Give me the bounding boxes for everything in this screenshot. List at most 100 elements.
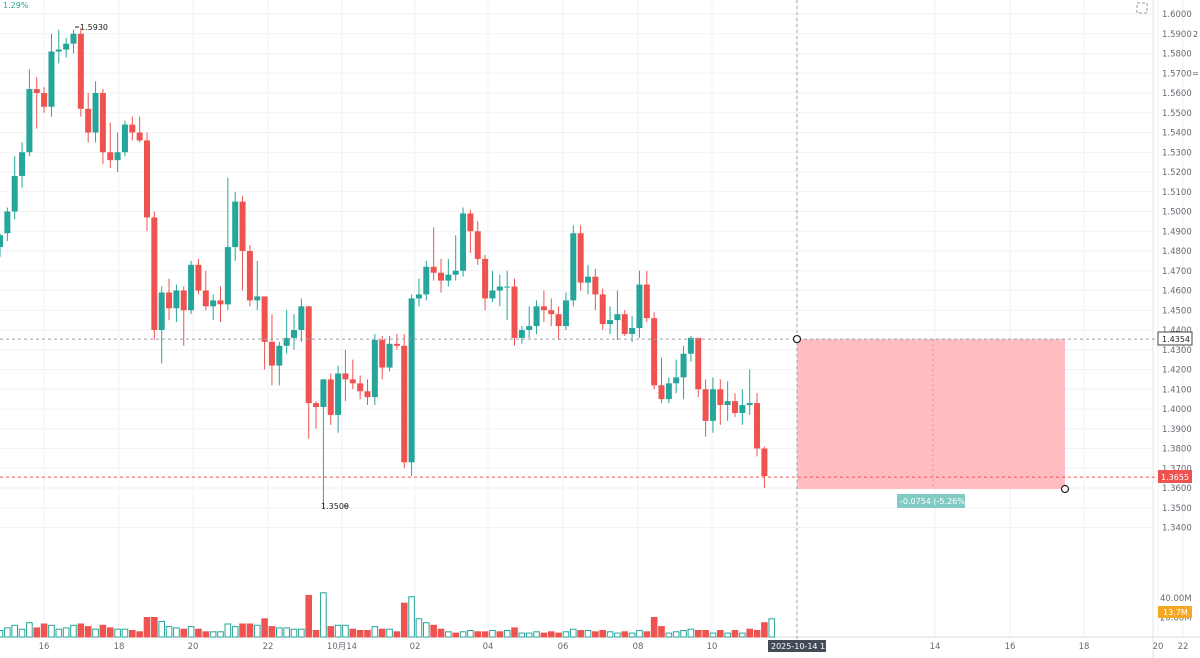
candles xyxy=(0,27,768,508)
candle-body xyxy=(85,108,92,133)
fullscreen-icon[interactable] xyxy=(1136,2,1148,14)
volume-bar xyxy=(672,631,680,638)
volume-bar xyxy=(121,628,129,638)
price-tick-label: 1.4600 xyxy=(1162,287,1192,297)
volume-bar xyxy=(342,624,349,638)
volume-bar xyxy=(643,631,651,638)
measure-result-label: -0.0754 (-5.26%) xyxy=(900,497,968,506)
price-tick-label: 1.4800 xyxy=(1162,247,1192,257)
price-tick-label: 1.4400 xyxy=(1162,326,1192,336)
candle-body xyxy=(482,258,489,299)
volume-bar xyxy=(555,632,562,638)
price-tick-label: 1.5000 xyxy=(1162,208,1192,218)
candle-body xyxy=(467,213,474,232)
volume-bar xyxy=(92,628,99,638)
candle-body xyxy=(246,251,253,301)
candle-body xyxy=(173,290,180,309)
volume-bar xyxy=(739,632,746,638)
volume-bar xyxy=(268,626,276,638)
volume-bar xyxy=(400,602,408,638)
candle-body xyxy=(658,385,665,400)
volume-bar xyxy=(320,592,327,638)
volume-bar xyxy=(731,630,739,638)
volume-bar xyxy=(408,596,415,638)
time-axis[interactable]: 16 18 20 22 10月14 02 04 06 08 10 14 16 18 20 22 xyxy=(39,642,1189,652)
candle-body xyxy=(151,217,158,330)
candle-body xyxy=(401,345,408,463)
candle-body xyxy=(607,320,614,325)
candle-body xyxy=(99,93,106,153)
tool-glyph-1[interactable]: 2 xyxy=(1193,30,1198,39)
candle-body xyxy=(438,272,444,281)
volume-bar xyxy=(393,631,401,638)
measure-end-handle[interactable] xyxy=(1060,484,1070,494)
time-tick-label: 20 xyxy=(188,642,199,652)
volume-bar xyxy=(724,632,731,638)
time-tick-label: 10月14 xyxy=(327,642,357,652)
candle-body xyxy=(19,152,26,176)
volume-bar xyxy=(761,622,768,638)
volume-bar xyxy=(246,623,254,638)
candle-body xyxy=(629,328,636,334)
volume-bar xyxy=(717,630,724,638)
volume-bar xyxy=(445,631,452,638)
candle-body xyxy=(70,33,77,44)
top-left-change: 1.29% xyxy=(3,1,29,10)
volume-bar xyxy=(621,631,629,638)
price-tick-label: 1.3900 xyxy=(1162,425,1192,435)
candle-body xyxy=(680,353,687,378)
candle-body xyxy=(562,300,569,327)
volume-bar xyxy=(481,631,489,638)
price-axis[interactable]: 1.6000 1.5900 1.5800 1.5700 1.5600 1.5500 1.54… xyxy=(1160,10,1192,624)
volume-bars xyxy=(0,592,776,638)
volume-bar xyxy=(40,623,48,638)
volume-bar xyxy=(503,630,511,638)
price-tick-label: 1.4000 xyxy=(1162,405,1192,415)
candle-body xyxy=(746,403,753,406)
volume-bar xyxy=(768,618,776,638)
volume-tick-label: 40.00M xyxy=(1160,594,1192,604)
volume-bar xyxy=(202,631,210,638)
volume-bar xyxy=(224,623,232,638)
candle-body xyxy=(298,306,305,330)
candle-body xyxy=(430,266,437,273)
measure-tool[interactable] xyxy=(797,339,1065,489)
volume-bar xyxy=(290,628,298,638)
candle-body xyxy=(114,152,121,161)
candle-body xyxy=(504,286,511,288)
volume-bar xyxy=(239,623,246,638)
candle-body xyxy=(239,201,246,251)
candle-body xyxy=(614,314,621,321)
price-tick-label: 1.4200 xyxy=(1162,366,1192,376)
measure-start-handle[interactable] xyxy=(792,334,802,344)
candle-body xyxy=(518,330,525,338)
tool-glyph-2[interactable]: = xyxy=(1192,69,1199,78)
candle-body xyxy=(188,264,195,311)
time-tick-label: 16 xyxy=(39,642,50,652)
candle-body xyxy=(511,286,518,338)
price-tick-label: 1.5700 xyxy=(1162,69,1192,79)
volume-bar xyxy=(665,632,673,638)
volume-bar xyxy=(467,630,474,638)
volume-bar xyxy=(26,622,33,638)
candle-body xyxy=(313,403,320,408)
price-tick-label: 1.6000 xyxy=(1162,10,1192,20)
candle-body xyxy=(732,401,738,413)
volume-bar xyxy=(452,632,459,638)
price-tick-label: 1.3500 xyxy=(1162,504,1192,514)
volume-bar xyxy=(533,631,540,638)
price-tick-label: 1.5500 xyxy=(1162,109,1192,119)
volume-bar xyxy=(84,626,92,638)
candle-body xyxy=(371,339,378,398)
candle-body xyxy=(291,330,297,338)
measure-box[interactable] xyxy=(797,339,1065,489)
candle-body xyxy=(526,326,533,330)
volume-bar xyxy=(62,627,70,638)
volume-bar xyxy=(386,628,393,638)
candle-body xyxy=(460,213,467,271)
volume-bar xyxy=(55,628,63,638)
candle-body xyxy=(180,290,187,311)
volume-bar xyxy=(614,632,621,638)
